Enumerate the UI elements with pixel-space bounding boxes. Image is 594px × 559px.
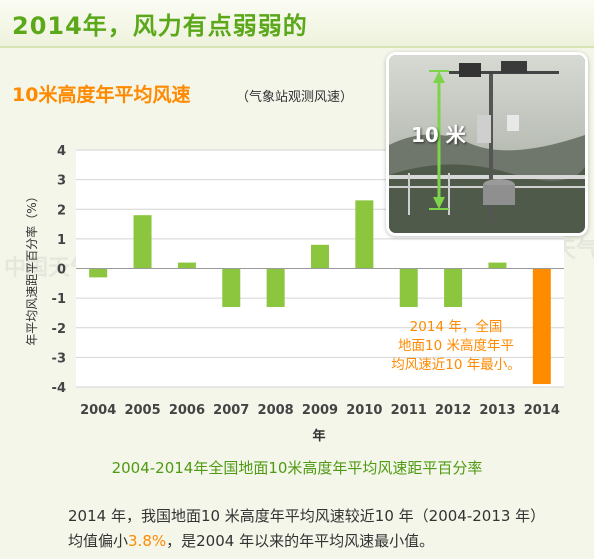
section-note: （气象站观测风速）: [236, 90, 354, 105]
y-tick-labels: 4 3 2 1 0 -1 -2 -3 -4: [52, 144, 66, 396]
highlight-value: 3.8%: [128, 532, 167, 550]
y-tick-label: 1: [57, 233, 66, 248]
y-tick-label: 3: [57, 174, 66, 189]
y-tick-label: -2: [52, 322, 66, 337]
annotation-line: 均风速近10 年最小。: [391, 357, 521, 373]
weather-station-illustration: [389, 55, 585, 233]
bars: [89, 200, 551, 385]
x-tick-labels: 2004 2005 2006 2007 2008 2009 2010 2011 2012 2013…: [80, 403, 560, 418]
y-tick-label: -4: [52, 381, 66, 396]
x-tick-label: 2005: [124, 403, 160, 418]
bar-2011: [399, 268, 418, 308]
bar-2005: [133, 215, 152, 269]
bar-2010: [355, 200, 374, 269]
y-tick-label: 0: [57, 263, 66, 278]
x-tick-label: 2012: [435, 403, 471, 418]
x-tick-label: 2009: [302, 403, 338, 418]
bar-2014: [532, 268, 551, 385]
y-tick-label: -3: [52, 351, 66, 366]
summary-paragraph: 2014 年，我国地面10 米高度年平均风速较近10 年（2004-2013 年…: [68, 504, 588, 554]
x-tick-label: 2010: [346, 403, 382, 418]
y-tick-label: 2: [57, 203, 66, 218]
bar-2013: [488, 262, 507, 269]
chart-annotation: 2014 年，全国 地面10 米高度年平 均风速近10 年最小。: [376, 318, 536, 375]
x-tick-label: 2007: [213, 403, 249, 418]
x-tick-label: 2014: [524, 403, 560, 418]
page-title: 2014年，风力有点弱弱的: [12, 12, 308, 40]
bar-2007: [222, 268, 241, 308]
weather-station-photo: 10 米: [386, 52, 588, 236]
x-tick-label: 2008: [258, 403, 294, 418]
bar-2012: [444, 268, 463, 308]
header-divider: [0, 46, 594, 48]
summary-text: ，是2004 年以来的年平均风速最小值。: [166, 532, 435, 550]
y-axis-title: 年平均风速距平百分率（%）: [24, 190, 39, 345]
x-axis-title: 年: [312, 428, 325, 444]
bar-2008: [266, 268, 285, 308]
summary-line: 均值偏小3.8%，是2004 年以来的年平均风速最小值。: [68, 529, 588, 554]
x-tick-label: 2013: [479, 403, 515, 418]
summary-line: 2014 年，我国地面10 米高度年平均风速较近10 年（2004-2013 年…: [68, 507, 546, 525]
summary-text: 均值偏小: [68, 532, 129, 550]
x-tick-label: 2011: [391, 403, 427, 418]
height-label: 10 米: [411, 123, 466, 147]
annotation-line: 2014 年，全国: [409, 319, 503, 335]
x-tick-label: 2004: [80, 403, 116, 418]
chart-caption: 2004-2014年全国地面10米高度年平均风速距平百分率: [111, 459, 483, 477]
section-title: 10米高度年平均风速: [12, 84, 191, 106]
header-bar: [0, 0, 594, 46]
x-tick-label: 2006: [169, 403, 205, 418]
bar-2006: [177, 262, 196, 269]
annotation-line: 地面10 米高度年平: [398, 338, 514, 354]
bar-2004: [89, 268, 108, 278]
bar-2009: [311, 244, 329, 269]
y-tick-label: 4: [57, 144, 66, 159]
y-tick-label: -1: [52, 292, 66, 307]
